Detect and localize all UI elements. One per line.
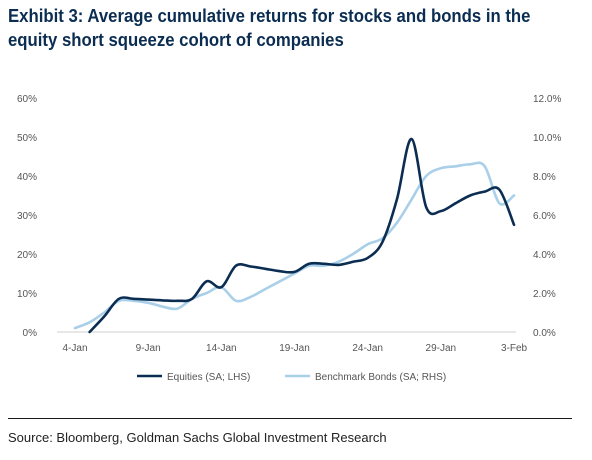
title-line-2: equity short squeeze cohort of companies (8, 30, 344, 50)
legend-label: Equities (SA; LHS) (167, 372, 250, 383)
y-left-tick-label: 50% (17, 133, 37, 144)
y-left-tick-label: 30% (17, 211, 37, 222)
y-right-tick-label: 6.0% (533, 211, 556, 222)
line-chart: 0% 10% 20% 30% 40% 50% 60% 0.0% 2.0% 4.0% 6.0% 8.0%… (17, 94, 561, 383)
x-tick-label: 4-Jan (62, 343, 87, 354)
y-left-tick-label: 10% (17, 289, 37, 300)
chart-title: Exhibit 3: Average cumulative returns fo… (8, 4, 538, 52)
legend-item-bonds: Benchmark Bonds (SA; RHS) (285, 372, 446, 383)
series-layer (73, 137, 516, 334)
equities-line (88, 137, 516, 334)
x-tick-label: 19-Jan (279, 343, 310, 354)
bonds-line (73, 161, 516, 330)
y-right-tick-label: 4.0% (533, 250, 556, 261)
x-tick-label: 29-Jan (426, 343, 457, 354)
y-left-tick-label: 40% (17, 172, 37, 183)
x-tick-label: 3-Feb (501, 343, 528, 354)
legend-item-equities: Equities (SA; LHS) (137, 372, 250, 383)
x-tick-label: 9-Jan (136, 343, 161, 354)
title-line-1: Exhibit 3: Average cumulative returns fo… (8, 6, 531, 26)
legend: Equities (SA; LHS) Benchmark Bonds (SA; R… (137, 372, 446, 383)
x-tick-label: 24-Jan (352, 343, 383, 354)
y-right-tick-label: 12.0% (533, 94, 561, 105)
y-right-tick-label: 10.0% (533, 133, 561, 144)
y-left-tick-label: 0% (23, 328, 38, 339)
y-left-tick-label: 60% (17, 94, 37, 105)
axes: 0% 10% 20% 30% 40% 50% 60% 0.0% 2.0% 4.0% 6.0% 8.0%… (17, 94, 561, 354)
y-right-tick-label: 8.0% (533, 172, 556, 183)
y-left-tick-label: 20% (17, 250, 37, 261)
x-tick-label: 14-Jan (206, 343, 237, 354)
y-right-tick-label: 0.0% (533, 328, 556, 339)
source-note: Source: Bloomberg, Goldman Sachs Global … (8, 430, 387, 445)
divider (8, 418, 572, 419)
y-right-tick-label: 2.0% (533, 289, 556, 300)
legend-label: Benchmark Bonds (SA; RHS) (315, 372, 446, 383)
